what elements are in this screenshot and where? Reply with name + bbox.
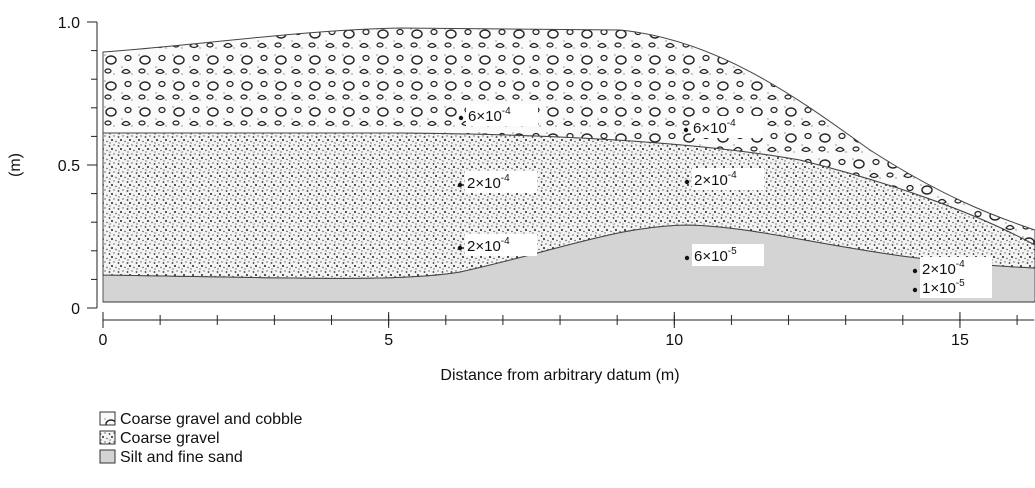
label-base: 2×10	[467, 175, 501, 192]
sample-point	[684, 179, 690, 185]
measurement-label: 2×10-4	[467, 173, 510, 192]
x-tick-label: 10	[665, 332, 683, 349]
sample-point	[684, 255, 690, 261]
measurement-label: 2×10-4	[694, 170, 737, 189]
label-exponent: -4	[956, 259, 965, 270]
sample-point	[683, 127, 689, 133]
label-base: 2×10	[922, 261, 956, 278]
label-base: 6×10	[468, 108, 502, 125]
label-base: 1×10	[922, 280, 956, 297]
x-tick-label: 5	[384, 332, 393, 349]
label-exponent: -4	[501, 173, 510, 184]
label-bg	[466, 104, 538, 126]
label-bg	[465, 171, 537, 193]
y-axis-label: (m)	[7, 153, 24, 177]
label-bg	[920, 276, 992, 298]
legend-label: Coarse gravel	[120, 430, 220, 447]
axes: 0 5 10 15 0 0.5 1.0	[58, 15, 1035, 349]
legend: Coarse gravel and cobble Coarse gravel S…	[99, 411, 302, 466]
label-bg	[920, 257, 992, 279]
x-tick-label: 15	[951, 332, 969, 349]
label-exponent: -4	[727, 118, 736, 129]
sample-point	[457, 182, 463, 188]
legend-swatch	[99, 430, 116, 445]
legend-label: Coarse gravel and cobble	[120, 411, 302, 428]
measurement-label: 6×10-4	[468, 106, 511, 125]
label-base: 2×10	[467, 238, 501, 255]
label-bg	[692, 244, 764, 266]
label-base: 6×10	[693, 120, 727, 137]
legend-label: Silt and fine sand	[120, 449, 243, 466]
x-tick-label: 0	[99, 332, 108, 349]
x-axis-label: Distance from arbitrary datum (m)	[440, 367, 679, 384]
measurements: 6×10-46×10-42×10-4 2×10-42×10-46×10-52×10…	[457, 104, 992, 298]
measurement-label: 6×10-5	[694, 246, 737, 265]
y-tick-label: 1.0	[58, 15, 80, 32]
measurement-label: 2×10-4	[467, 236, 510, 255]
label-base: 6×10	[694, 248, 728, 265]
label-exponent: -4	[502, 106, 511, 117]
sample-point	[458, 115, 464, 121]
label-bg	[692, 168, 764, 190]
legend-swatch	[99, 449, 116, 464]
legend-swatch	[99, 411, 116, 426]
measurement-label: 1×10-5	[922, 278, 965, 297]
label-exponent: -4	[501, 236, 510, 247]
sample-point	[457, 245, 463, 251]
label-exponent: -5	[728, 246, 737, 257]
label-base: 2×10	[694, 172, 728, 189]
cobble-layer	[102, 27, 1035, 246]
sample-point	[912, 268, 918, 274]
label-bg	[465, 234, 537, 256]
label-exponent: -5	[956, 278, 965, 289]
y-tick-label: 0	[71, 301, 80, 318]
label-exponent: -4	[728, 170, 737, 181]
label-bg	[691, 116, 763, 138]
sample-point	[912, 287, 918, 293]
layers	[102, 27, 1035, 303]
measurement-label: 2×10-4	[922, 259, 965, 278]
y-tick-label: 0.5	[58, 158, 80, 175]
measurement-label: 6×10-4	[693, 118, 736, 137]
